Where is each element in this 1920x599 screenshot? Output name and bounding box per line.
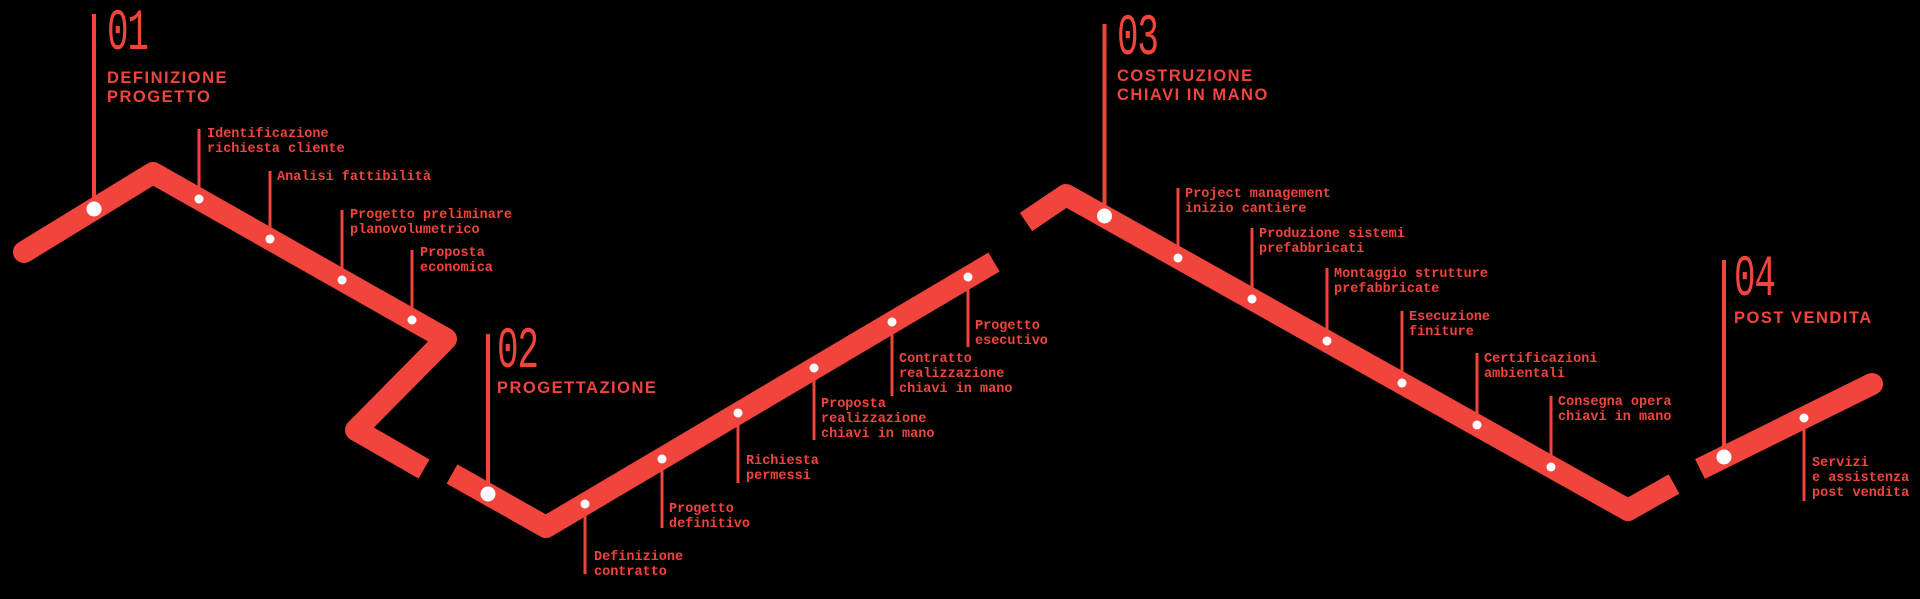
milestone-dot	[407, 315, 417, 325]
phase-title: PROGETTAZIONE	[497, 379, 657, 398]
phase-title-line: DEFINIZIONE	[107, 69, 229, 87]
milestone-dot	[809, 363, 819, 373]
milestone-label-line: richiesta cliente	[207, 142, 345, 157]
milestone-dot	[887, 317, 897, 327]
milestone-label-line: e assistenza	[1812, 471, 1910, 486]
milestone-label: Produzione sistemi prefabbricati	[1259, 227, 1405, 257]
milestone-label-line: Progetto	[975, 319, 1040, 334]
milestone-label-line: chiavi in mano	[1558, 410, 1672, 425]
phase-number: 04	[1734, 248, 1776, 313]
phase-title-line: COSTRUZIONE	[1117, 67, 1254, 85]
milestone-label-line: permessi	[746, 469, 811, 484]
milestone-dot	[733, 408, 743, 418]
milestone-label-line: realizzazione	[821, 412, 927, 427]
milestone-label-line: Proposta	[420, 246, 485, 261]
milestone-label-line: Montaggio strutture	[1334, 267, 1488, 282]
milestone-label-line: esecutivo	[975, 334, 1048, 349]
milestone-label: Analisi fattibilità	[277, 170, 431, 185]
milestone-dot	[580, 499, 590, 509]
milestone-label-line: economica	[420, 261, 493, 276]
milestone-label-line: post vendita	[1812, 486, 1910, 501]
milestone-dot	[1472, 420, 1482, 430]
milestone-dot	[337, 275, 347, 285]
milestone-dot	[194, 194, 204, 204]
milestone-dot	[1397, 378, 1407, 388]
milestone-label-line: Certificazioni	[1484, 352, 1598, 367]
milestone-label-line: definitivo	[669, 517, 751, 532]
phase-number: 03	[1117, 7, 1159, 72]
milestone-label: Consegna opera chiavi in mano	[1558, 395, 1671, 425]
milestone-label-line: chiavi in mano	[899, 382, 1013, 397]
milestone-label-line: ambientali	[1484, 367, 1566, 382]
phase-title: COSTRUZIONE CHIAVI IN MANO	[1117, 67, 1269, 104]
milestone-label-line: contratto	[594, 565, 667, 580]
milestone-label: Proposta realizzazione chiavi in mano	[821, 397, 934, 442]
phase-dot	[480, 486, 496, 502]
milestone-label: Progetto preliminare planovolumetrico	[350, 208, 512, 238]
milestone-dot	[1247, 294, 1257, 304]
milestone-label: Project management inizio cantiere	[1185, 187, 1331, 217]
milestone-dot	[1173, 253, 1183, 263]
milestone-label-line: Consegna opera	[1558, 395, 1672, 410]
phase-title-line: CHIAVI IN MANO	[1117, 85, 1269, 104]
milestone-label: Proposta economica	[420, 246, 493, 276]
milestone-label: Servizi e assistenza post vendita	[1812, 456, 1909, 501]
milestone-dot	[1322, 336, 1332, 346]
milestone-dot	[1799, 413, 1809, 423]
milestone-label-line: Progetto	[669, 502, 734, 517]
milestone-label-line: planovolumetrico	[350, 223, 480, 238]
milestone-label: Identificazione richiesta cliente	[207, 127, 345, 157]
phase-title-line: PROGETTO	[107, 87, 212, 106]
milestone-label: Montaggio strutture prefabbricate	[1334, 267, 1488, 297]
milestone-label-line: Identificazione	[207, 127, 329, 142]
milestone-label: Contratto realizzazione chiavi in mano	[899, 352, 1012, 397]
milestone-label-line: Servizi	[1812, 456, 1869, 471]
milestone-label: Richiesta permessi	[746, 454, 819, 484]
milestone-label-line: Contratto	[899, 352, 972, 367]
phase-title: POST VENDITA	[1734, 309, 1873, 328]
milestone-label-line: Progetto preliminare	[350, 208, 513, 223]
timeline-stroke-end-cap	[1861, 373, 1883, 395]
milestone-label-line: Esecuzione	[1409, 310, 1491, 325]
milestone-label-line: prefabbricate	[1334, 282, 1440, 297]
milestone-label-line: realizzazione	[899, 367, 1005, 382]
milestone-label-line: Produzione sistemi	[1259, 227, 1405, 242]
milestone-label-line: Proposta	[821, 397, 886, 412]
milestone-label-line: Richiesta	[746, 454, 819, 469]
milestone-dot	[963, 272, 973, 282]
milestone-label-line: Project management	[1185, 187, 1331, 202]
milestone-label: Definizione contratto	[594, 550, 683, 580]
milestone-label-line: Analisi fattibilità	[277, 170, 431, 185]
phase-number: 02	[497, 320, 539, 385]
milestone-label: Progetto esecutivo	[975, 319, 1048, 349]
phase-dot	[1097, 208, 1112, 224]
milestone-dot	[1546, 462, 1556, 472]
milestone-label: Esecuzione finiture	[1409, 310, 1490, 340]
phase-title-line: POST VENDITA	[1734, 309, 1873, 327]
milestone-label-line: inizio cantiere	[1185, 202, 1307, 217]
milestone-dot	[265, 234, 275, 244]
milestone-label-line: chiavi in mano	[821, 427, 935, 442]
phase-dot	[1716, 449, 1732, 465]
phase-title-line: PROGETTAZIONE	[497, 379, 658, 397]
phase-dot	[86, 201, 102, 217]
milestone-label: Progetto definitivo	[669, 502, 750, 532]
phase-title: DEFINIZIONE PROGETTO	[107, 69, 228, 106]
milestone-dot	[657, 454, 667, 464]
timeline-stroke-phase3	[1019, 184, 1680, 521]
milestone-label-line: finiture	[1409, 325, 1474, 340]
milestone-label-line: prefabbricati	[1259, 242, 1365, 257]
phase-number: 01	[107, 2, 149, 67]
milestone-label: Certificazioni ambientali	[1484, 352, 1597, 382]
milestone-label-line: Definizione	[594, 550, 684, 565]
timeline-stroke-phase1	[18, 162, 457, 479]
